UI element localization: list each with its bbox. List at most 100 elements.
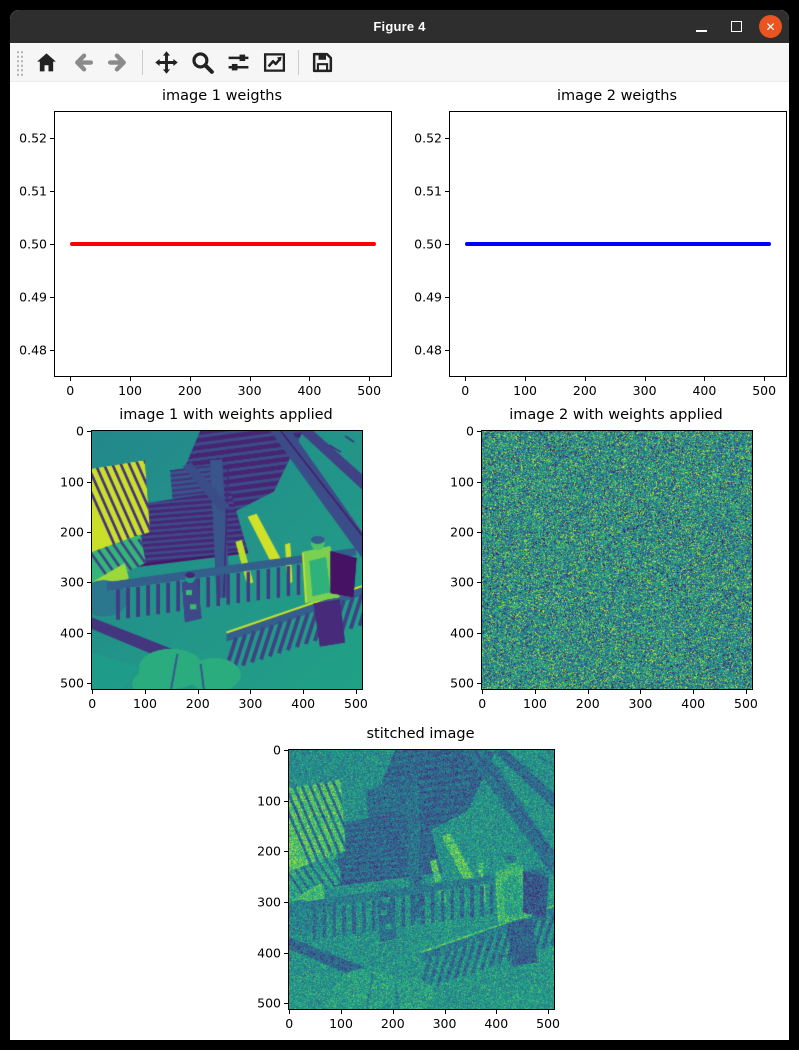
plot-title-image1-weights: image 1 weigths	[162, 88, 282, 104]
y-tick-mark	[284, 902, 288, 903]
x-tick-label: 200	[178, 383, 202, 398]
x-tick-label: 0	[88, 696, 96, 711]
x-tick-mark	[640, 690, 641, 694]
x-tick-label: 200	[381, 1016, 405, 1031]
minimize-icon	[696, 30, 707, 32]
x-tick-label: 300	[633, 383, 657, 398]
close-button[interactable]: ✕	[759, 15, 782, 38]
y-tick-label: 0.49	[414, 289, 442, 304]
x-tick-label: 200	[186, 696, 210, 711]
y-tick-mark	[87, 633, 91, 634]
y-tick-mark	[284, 750, 288, 751]
y-tick-mark	[477, 683, 481, 684]
x-tick-mark	[250, 690, 251, 694]
y-tick-label: 0.52	[19, 131, 47, 146]
x-tick-label: 400	[484, 1016, 508, 1031]
x-tick-label: 500	[357, 383, 381, 398]
back-arrow-icon	[70, 50, 95, 75]
plot-title-image2-applied: image 2 with weights applied	[509, 407, 723, 423]
y-tick-label: 100	[257, 793, 281, 808]
x-tick-label: 400	[692, 383, 716, 398]
titlebar[interactable]: Figure 4 ✕	[10, 10, 789, 43]
close-icon: ✕	[765, 21, 775, 33]
y-tick-mark	[50, 297, 54, 298]
axes-image2-weights: 0 100 200 300 400 500 0.48 0.49 0.50 0.51 0.52	[449, 111, 787, 377]
floppy-disk-icon	[310, 50, 335, 75]
back-button[interactable]	[67, 47, 98, 78]
sliders-icon	[226, 50, 251, 75]
forward-arrow-icon	[106, 50, 131, 75]
y-tick-mark	[87, 582, 91, 583]
pan-button[interactable]	[151, 47, 182, 78]
y-tick-mark	[284, 801, 288, 802]
x-tick-mark	[309, 377, 310, 381]
x-tick-label: 0	[478, 696, 486, 711]
x-tick-label: 200	[576, 696, 600, 711]
y-tick-label: 0.50	[414, 237, 442, 252]
x-tick-mark	[341, 1010, 342, 1014]
x-tick-label: 100	[329, 1016, 353, 1031]
y-tick-label: 0.51	[19, 184, 47, 199]
x-tick-label: 300	[433, 1016, 457, 1031]
maximize-button[interactable]	[724, 15, 748, 39]
x-tick-label: 500	[536, 1016, 560, 1031]
y-tick-mark	[445, 297, 449, 298]
x-tick-label: 400	[291, 696, 315, 711]
y-tick-mark	[445, 350, 449, 351]
pan-arrows-icon	[154, 50, 179, 75]
zoom-button[interactable]	[187, 47, 218, 78]
x-tick-label: 500	[752, 383, 776, 398]
magnifier-icon	[190, 50, 215, 75]
configure-subplots-button[interactable]	[223, 47, 254, 78]
x-tick-label: 100	[118, 383, 142, 398]
x-tick-label: 100	[523, 696, 547, 711]
toolbar-separator	[142, 50, 143, 75]
y-tick-label: 400	[450, 625, 474, 640]
stitched-image	[289, 750, 554, 1009]
y-tick-label: 300	[257, 895, 281, 910]
y-tick-mark	[477, 482, 481, 483]
chart-arrow-icon	[262, 50, 287, 75]
y-tick-label: 0	[273, 743, 281, 758]
x-tick-label: 400	[681, 696, 705, 711]
save-button[interactable]	[307, 47, 338, 78]
x-tick-label: 200	[573, 383, 597, 398]
x-tick-mark	[704, 377, 705, 381]
x-tick-label: 300	[239, 696, 263, 711]
y-tick-label: 100	[60, 474, 84, 489]
home-button[interactable]	[31, 47, 62, 78]
y-tick-label: 0.52	[414, 131, 442, 146]
axes-image1-applied: 0 100 200 300 400 500 0 100 200 300 400 500	[91, 430, 363, 690]
x-tick-mark	[496, 1010, 497, 1014]
axes-image1-weights: 0 100 200 300 400 500 0.48 0.49 0.50 0.51 0.52	[54, 111, 392, 377]
edit-axes-button[interactable]	[259, 47, 290, 78]
y-tick-label: 200	[60, 525, 84, 540]
plot-title-image1-applied: image 1 with weights applied	[119, 407, 333, 423]
y-tick-label: 0.48	[414, 342, 442, 357]
minimize-button[interactable]	[689, 15, 713, 39]
x-tick-label: 0	[285, 1016, 293, 1031]
x-tick-mark	[130, 377, 131, 381]
y-tick-mark	[284, 851, 288, 852]
x-tick-label: 300	[629, 696, 653, 711]
toolbar-grip[interactable]	[15, 49, 23, 76]
figure-canvas: image 1 weigths 0 100 200 300 400 500 0.48 0.49…	[10, 82, 789, 1040]
x-tick-mark	[588, 690, 589, 694]
y-tick-label: 300	[60, 575, 84, 590]
x-tick-mark	[369, 377, 370, 381]
weight-line	[465, 242, 770, 246]
y-tick-mark	[445, 244, 449, 245]
y-tick-mark	[284, 1003, 288, 1004]
y-tick-mark	[445, 138, 449, 139]
forward-button[interactable]	[103, 47, 134, 78]
x-tick-mark	[645, 377, 646, 381]
y-tick-label: 100	[450, 474, 474, 489]
y-tick-mark	[50, 138, 54, 139]
y-tick-label: 400	[60, 625, 84, 640]
y-tick-label: 300	[450, 575, 474, 590]
y-tick-mark	[87, 482, 91, 483]
y-tick-label: 0.48	[19, 342, 47, 357]
x-tick-mark	[70, 377, 71, 381]
y-tick-mark	[50, 244, 54, 245]
x-tick-mark	[535, 690, 536, 694]
